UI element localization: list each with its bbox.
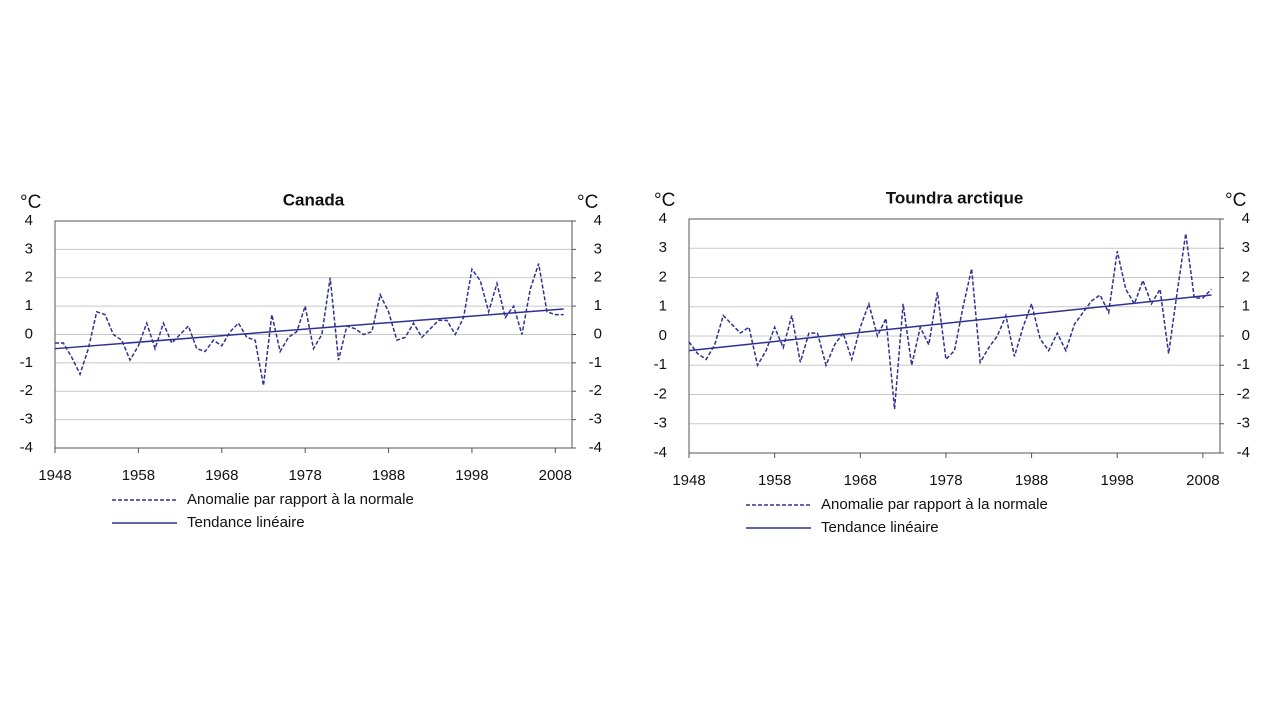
y2-tick-label: -2 <box>589 382 602 399</box>
y-tick-label: 2 <box>25 269 33 286</box>
chart: Canada °C °C -4 -3 -2 -1 0 1 2 3 4 -4 -3 -2 -1 0 1 2 3 4 1948… <box>20 190 602 530</box>
y2-tick-label: -1 <box>589 354 602 371</box>
data-line <box>54 308 564 350</box>
y-tick-label: 1 <box>659 298 667 315</box>
y2-tick-label: 4 <box>594 212 602 229</box>
y-tick-label: 3 <box>25 240 33 257</box>
y2-axis-unit: °C <box>1225 190 1246 211</box>
x-tick-label: 1988 <box>372 467 405 484</box>
x-tick-label: 2008 <box>1186 472 1219 489</box>
y-tick-label: -4 <box>20 439 33 456</box>
x-tick-label: 2008 <box>539 467 572 484</box>
y2-tick-label: -3 <box>589 411 602 428</box>
data-line <box>688 233 1212 410</box>
y2-tick-label: 1 <box>594 297 602 314</box>
y-tick-label: 1 <box>25 297 33 314</box>
y2-tick-label: 1 <box>1242 298 1250 315</box>
x-tick-label: 1968 <box>844 472 877 489</box>
x-tick-label: 1998 <box>455 467 488 484</box>
y2-tick-label: -3 <box>1237 415 1250 432</box>
data-line <box>688 294 1212 352</box>
y2-tick-label: -2 <box>1237 385 1250 402</box>
y-tick-label: 0 <box>659 327 667 344</box>
y-axis-unit: °C <box>654 190 675 211</box>
x-tick-label: 1968 <box>205 467 238 484</box>
y2-tick-label: 0 <box>594 325 602 342</box>
x-tick-label: 1958 <box>122 467 155 484</box>
chart-title: Toundra arctique <box>886 188 1024 207</box>
y-tick-label: -3 <box>20 411 33 428</box>
y-tick-label: 2 <box>659 268 667 285</box>
y2-tick-label: -4 <box>589 439 602 456</box>
y-tick-label: -2 <box>654 385 667 402</box>
y2-tick-label: 3 <box>594 240 602 257</box>
legend-label: Tendance linéaire <box>821 519 939 536</box>
y2-tick-label: -1 <box>1237 356 1250 373</box>
y2-tick-label: 3 <box>1242 239 1250 256</box>
y2-tick-label: 2 <box>594 269 602 286</box>
plot-frame <box>54 220 573 449</box>
y2-tick-label: 0 <box>1242 327 1250 344</box>
y2-tick-label: 4 <box>1242 210 1250 227</box>
y-tick-label: -1 <box>20 354 33 371</box>
chart: Toundra arctique °C °C -4 -3 -2 -1 0 1 2 3 4 -4 -3 -2 -… <box>654 188 1250 535</box>
y-axis-unit: °C <box>20 192 41 213</box>
y-tick-label: 4 <box>659 210 667 227</box>
y-tick-label: 4 <box>25 212 33 229</box>
legend-label: Anomalie par rapport à la normale <box>821 496 1048 513</box>
x-tick-label: 1998 <box>1101 472 1134 489</box>
x-tick-label: 1948 <box>38 467 71 484</box>
y-tick-label: -4 <box>654 444 667 461</box>
legend-label: Anomalie par rapport à la normale <box>187 491 414 508</box>
y-tick-label: 3 <box>659 239 667 256</box>
y-tick-label: 0 <box>25 325 33 342</box>
y-tick-label: -1 <box>654 356 667 373</box>
y-tick-label: -3 <box>654 415 667 432</box>
data-line <box>55 263 564 386</box>
legend-label: Tendance linéaire <box>187 514 305 531</box>
y2-tick-label: 2 <box>1242 268 1250 285</box>
plot-frame <box>688 218 1221 454</box>
chart-title: Canada <box>283 190 345 209</box>
x-tick-label: 1978 <box>929 472 962 489</box>
x-tick-label: 1978 <box>288 467 321 484</box>
y-tick-label: -2 <box>20 382 33 399</box>
x-tick-label: 1988 <box>1015 472 1048 489</box>
x-tick-label: 1958 <box>758 472 791 489</box>
y2-axis-unit: °C <box>577 192 598 213</box>
y2-tick-label: -4 <box>1237 444 1250 461</box>
x-tick-label: 1948 <box>672 472 705 489</box>
